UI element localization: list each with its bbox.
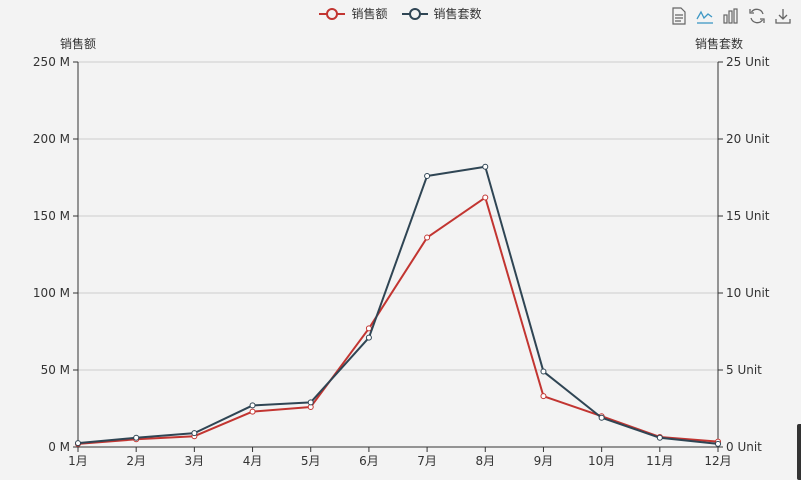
y-left-tick-label: 250 M [33,55,70,69]
restore-icon [749,8,765,24]
data-point [133,434,140,441]
bar-chart-icon [723,8,738,24]
legend-item-sales-units[interactable]: 销售套数 [401,5,482,22]
y-left-tick-label: 100 M [33,286,70,300]
save-image-button[interactable] [773,6,793,26]
legend-line-circle-icon [401,7,428,20]
legend: 销售额 销售套数 [0,5,801,22]
y-left-tick-label: 150 M [33,209,70,223]
data-point [656,434,663,441]
y-left-tick-label: 0 M [48,440,70,454]
x-tick-label: 11月 [646,454,673,468]
x-tick-label: 6月 [359,454,379,468]
x-tick-label: 4月 [243,454,263,468]
legend-label: 销售额 [351,7,388,21]
y-left-axis-title: 销售额 [60,37,97,51]
y-right-tick-label: 20 Unit [726,132,770,146]
data-point [598,414,605,421]
series-line [77,165,719,445]
x-tick-label: 12月 [704,454,731,468]
restore-button[interactable] [747,6,767,26]
data-point [482,163,489,170]
data-point [482,194,489,201]
y-left-tick-label: 200 M [33,132,70,146]
scrollbar-handle[interactable] [797,424,801,480]
data-point [424,234,431,241]
legend-line-circle-icon [319,7,346,20]
y-right-tick-label: 15 Unit [726,209,770,223]
data-point [249,408,256,415]
data-point [307,399,314,406]
x-tick-label: 2月 [126,454,146,468]
y-left-tick-label: 50 M [41,363,70,377]
data-view-button[interactable] [669,6,689,26]
line-chart-button[interactable] [695,6,715,26]
y-right-tick-label: 5 Unit [726,363,762,377]
bar-chart-button[interactable] [721,6,741,26]
legend-item-sales-amount[interactable]: 销售额 [319,5,388,22]
data-point [365,334,372,341]
y-right-axis-title: 销售套数 [694,37,743,51]
data-point [715,440,721,447]
data-view-icon [672,7,686,25]
data-point [540,393,547,400]
y-right-tick-label: 25 Unit [726,55,770,69]
y-right-tick-label: 0 Unit [726,440,762,454]
x-tick-label: 5月 [301,454,321,468]
series-line [77,196,719,445]
toolbox [669,6,793,26]
x-tick-label: 9月 [534,454,554,468]
save-image-icon [775,9,791,24]
data-point [75,440,81,447]
legend-label: 销售套数 [433,7,482,21]
x-tick-label: 10月 [588,454,615,468]
x-tick-label: 1月 [68,454,88,468]
x-tick-label: 3月 [185,454,205,468]
data-point [540,368,547,375]
data-point [424,172,431,179]
y-right-tick-label: 10 Unit [726,286,770,300]
x-tick-label: 8月 [475,454,495,468]
data-point [191,430,198,437]
x-tick-label: 7月 [417,454,437,468]
data-point [249,402,256,409]
line-chart-icon [696,10,713,24]
